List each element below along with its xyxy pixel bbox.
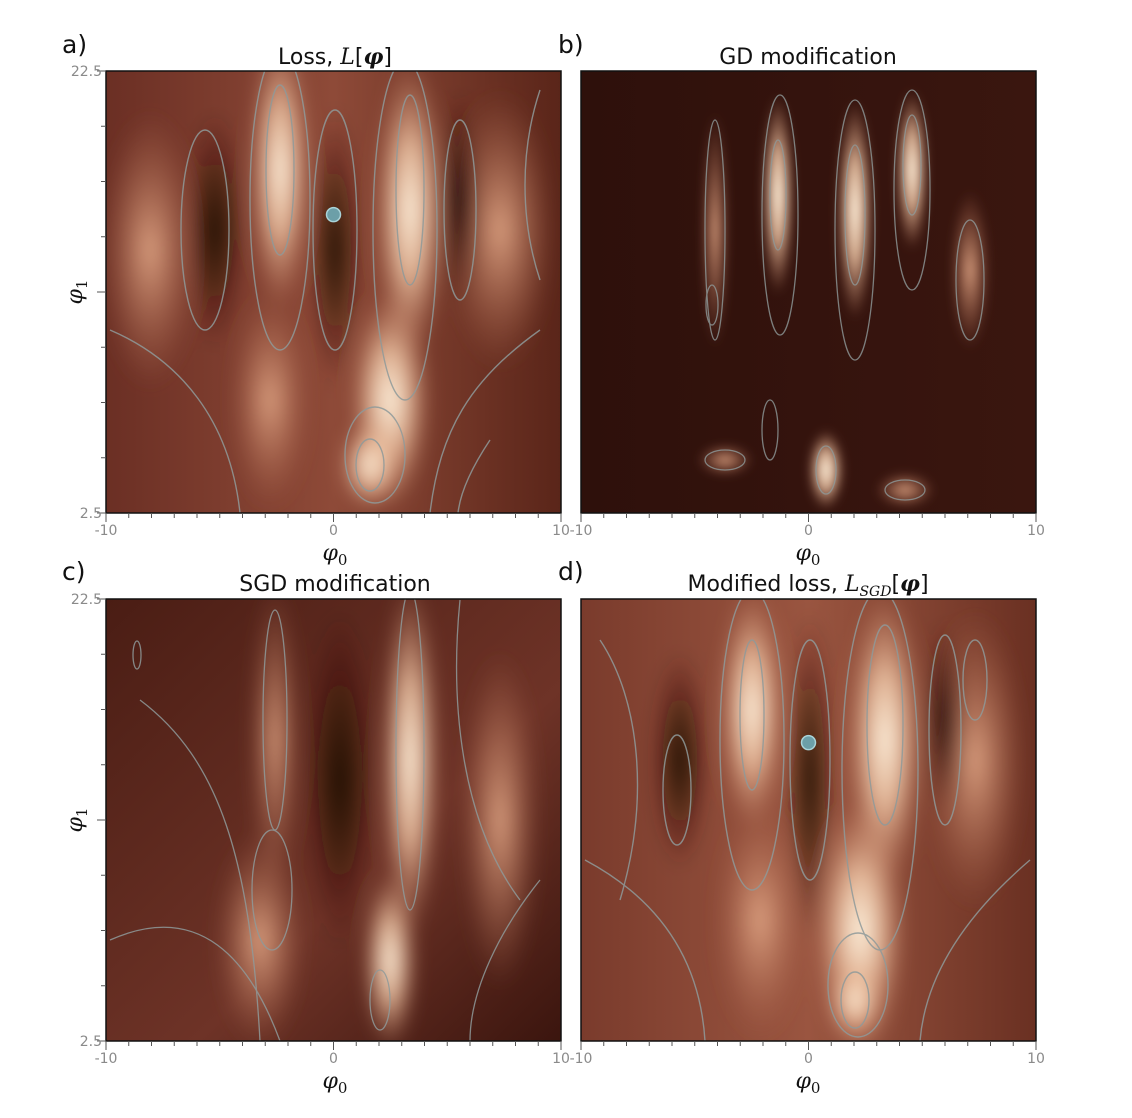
panel-c-xtick-label: -10 (95, 1051, 118, 1067)
panel-b-xticks: -10 0 10 (570, 513, 1045, 539)
panel-a-xtick-label: 0 (329, 523, 338, 539)
panel-d-xtick-label: 10 (1027, 1051, 1045, 1067)
panel-c-title: SGD modification (239, 572, 431, 597)
panel-d-marker (800, 734, 817, 751)
panel-c-yticks: 2.5 22.5 (71, 592, 106, 1050)
panel-b-letter: b) (558, 30, 584, 59)
panel-a-xticks: -10 0 10 (95, 513, 570, 539)
panel-a-title: Loss, L[φ] (278, 44, 392, 70)
panel-a-ytick-label: 2.5 (80, 506, 102, 522)
panel-c-letter: c) (62, 557, 86, 586)
panel-b-xtick-label: 0 (804, 523, 813, 539)
panel-c-xtick-label: 0 (329, 1051, 338, 1067)
panel-d-contours (584, 599, 1031, 1041)
panel-c-ytick-label: 22.5 (71, 592, 102, 608)
panel-a-xlabel: φ0 (323, 541, 348, 569)
panel-a-xtick-label: 10 (552, 523, 570, 539)
panel-a-marker-point (325, 206, 342, 223)
panel-a-xtick-label: -10 (95, 523, 118, 539)
panel-d-letter: d) (558, 557, 584, 586)
panel-a-yticks: 2.5 22.5 (71, 64, 106, 522)
panel-a-heatmap (106, 71, 561, 513)
panel-c-ylabel: φ1 (63, 808, 91, 833)
panel-c: c) SGD modification (62, 557, 570, 1067)
panel-c-ytick-label: 2.5 (80, 1034, 102, 1050)
panel-d-heatmap (581, 599, 1036, 1041)
panel-b-xtick-label: -10 (570, 523, 593, 539)
panel-d-xtick-label: 0 (804, 1051, 813, 1067)
panel-b-xlabel: φ0 (796, 541, 821, 569)
panel-a-ylabel: φ1 (63, 280, 91, 305)
panel-c-contours (109, 599, 541, 1041)
panel-b: b) GD modification (558, 30, 1045, 539)
panel-a-ytick-label: 22.5 (71, 64, 102, 80)
panel-d-marker-point (800, 734, 817, 751)
panel-a: a) Loss, L[φ] (62, 30, 570, 539)
panel-c-xlabel: φ0 (323, 1069, 348, 1097)
panel-a-contours (109, 71, 541, 513)
panel-c-heatmap (106, 599, 561, 1041)
panel-a-marker (325, 206, 342, 223)
panel-b-contours (704, 89, 985, 501)
panel-c-xticks: -10 0 10 (95, 1041, 570, 1067)
panel-b-heatmap (581, 71, 1036, 513)
panel-a-letter: a) (62, 30, 87, 59)
panel-b-xtick-label: 10 (1027, 523, 1045, 539)
panel-d-xtick-label: -10 (570, 1051, 593, 1067)
panel-c-xtick-label: 10 (552, 1051, 570, 1067)
panel-d-title: Modified loss, LSGD[φ] (687, 571, 928, 600)
panel-b-title: GD modification (719, 45, 897, 70)
panel-d-xticks: -10 0 10 (570, 1041, 1045, 1067)
panel-d: d) Modified loss, LSGD[φ] (558, 557, 1045, 1067)
panel-d-xlabel: φ0 (796, 1069, 821, 1097)
